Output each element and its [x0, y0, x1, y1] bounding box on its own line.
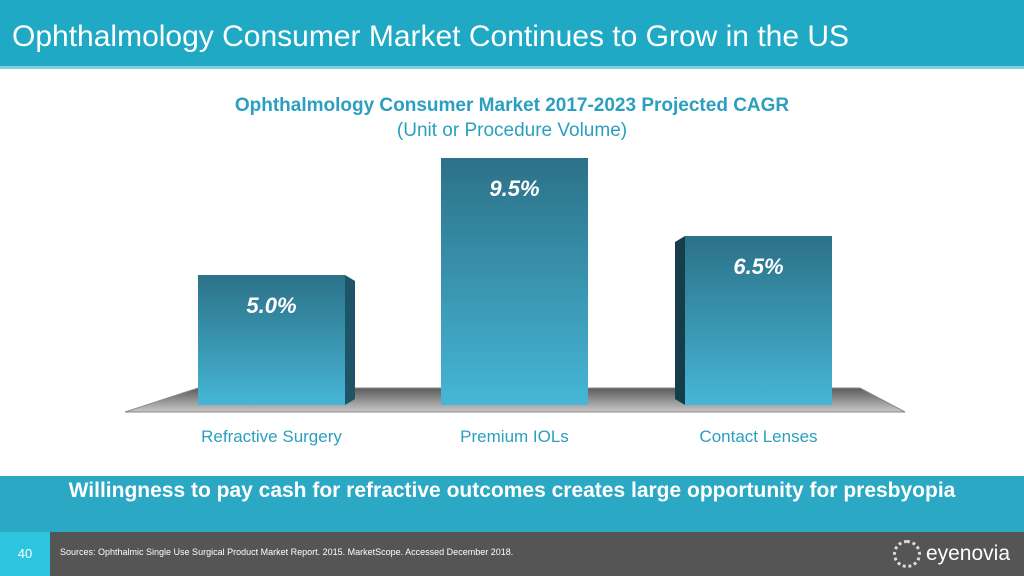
- page-title: Ophthalmology Consumer Market Continues …: [12, 20, 850, 53]
- title-bar: Ophthalmology Consumer Market Continues …: [0, 0, 1024, 69]
- data-label: 6.5%: [733, 254, 783, 279]
- category-label: Premium IOLs: [460, 427, 569, 446]
- bar-premium-iols: [441, 158, 588, 405]
- chart-title: Ophthalmology Consumer Market 2017-2023 …: [234, 95, 790, 116]
- bar-contact-lenses: [685, 236, 832, 405]
- chart-subtitle: (Unit or Procedure Volume): [396, 120, 628, 141]
- data-label: 5.0%: [246, 293, 296, 318]
- footer: 40 Sources: Ophthalmic Single Use Surgic…: [0, 532, 1024, 576]
- takeaway-banner: Willingness to pay cash for refractive o…: [0, 476, 1024, 534]
- logo-text: eyenovia: [925, 542, 1010, 565]
- eyenovia-logo: eyenovia: [892, 540, 1010, 568]
- category-label: Contact Lenses: [699, 427, 817, 446]
- bar-side: [675, 236, 685, 405]
- page-number: 40: [0, 532, 50, 576]
- sources-text: Sources: Ophthalmic Single Use Surgical …: [60, 547, 514, 557]
- data-label: 9.5%: [489, 176, 539, 201]
- banner-text: Willingness to pay cash for refractive o…: [68, 479, 956, 502]
- category-label: Refractive Surgery: [201, 427, 342, 446]
- bar-refractive-surgery: [198, 275, 345, 405]
- logo-icon: [892, 540, 921, 568]
- bar-side: [345, 275, 355, 405]
